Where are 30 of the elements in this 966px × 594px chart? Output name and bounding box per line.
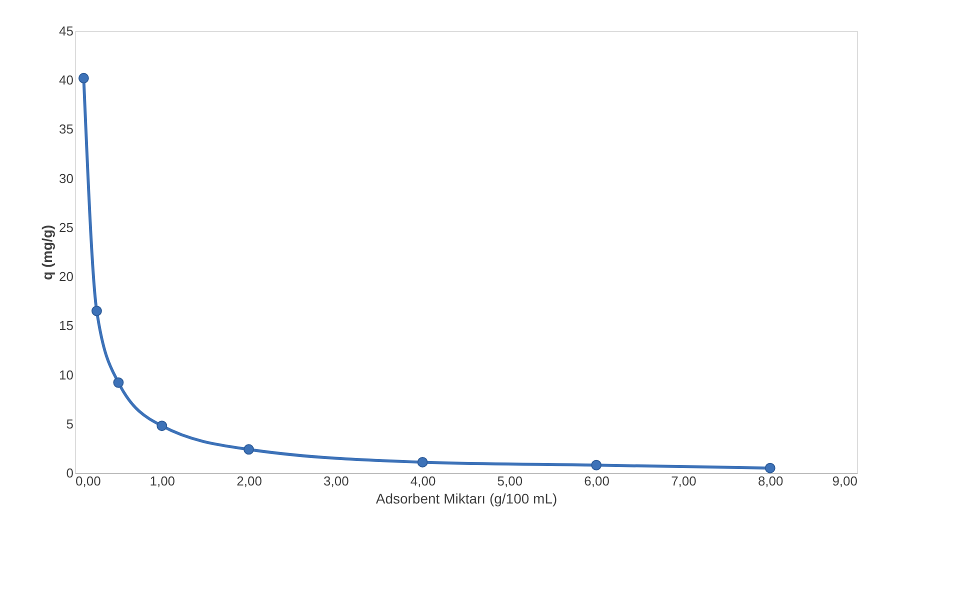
y-tick-label: 5 xyxy=(66,416,74,432)
x-axis-title: Adsorbent Miktarı (g/100 mL) xyxy=(376,490,558,506)
y-tick-label: 35 xyxy=(59,122,74,137)
point xyxy=(417,456,428,468)
x-tick-label: 8,00 xyxy=(758,474,784,488)
y-tick-label: 45 xyxy=(59,24,74,38)
point xyxy=(78,72,89,84)
point xyxy=(244,444,254,455)
point xyxy=(91,306,102,316)
x-tick-label: 9,00 xyxy=(832,474,858,488)
point xyxy=(113,377,124,388)
x-tick-label: 4,00 xyxy=(410,474,436,488)
x-tick-label: 5,00 xyxy=(497,474,523,488)
x-tick-label: 6,00 xyxy=(584,474,610,488)
x-tick-label: 7,00 xyxy=(671,474,696,488)
y-tick-label: 40 xyxy=(59,72,74,88)
y-axis-title: q (mg/g) xyxy=(39,224,56,280)
x-tick-label: 1,00 xyxy=(150,474,176,488)
x-tick-label: 0,00 xyxy=(76,474,101,488)
y-tick-label: 20 xyxy=(59,269,74,284)
x-tick-label: 3,00 xyxy=(324,474,349,488)
point xyxy=(156,420,168,432)
y-tick-label: 0 xyxy=(66,466,74,480)
y-tick-label: 15 xyxy=(59,318,74,334)
y-tick-label: 10 xyxy=(59,367,74,382)
point xyxy=(764,462,776,474)
y-tick-label: 25 xyxy=(59,220,74,235)
x-tick-label: 2,00 xyxy=(236,474,262,488)
y-tick-label: 30 xyxy=(59,170,74,186)
point xyxy=(591,460,602,470)
